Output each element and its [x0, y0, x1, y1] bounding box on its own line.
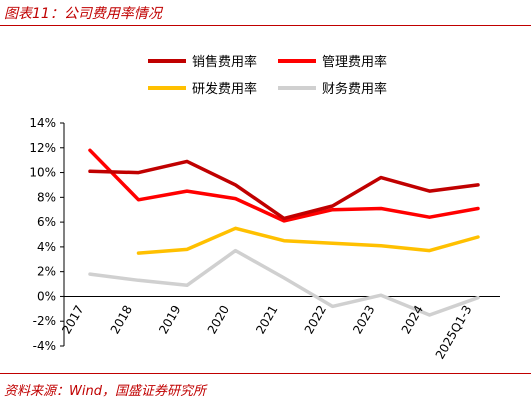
- y-tick-label-5: 6%: [37, 215, 56, 229]
- series-line-3: [88, 248, 480, 317]
- y-tick-label-6: 8%: [37, 190, 56, 204]
- x-tick-label-6: 2023: [350, 303, 377, 336]
- y-tick-label-3: 2%: [37, 265, 56, 279]
- legend-label-2: 研发费用率: [192, 81, 257, 97]
- top-divider: [0, 25, 531, 26]
- x-tick-label-3: 2020: [205, 303, 232, 336]
- legend-label-1: 管理费用率: [322, 54, 387, 70]
- x-tick-label-5: 2022: [302, 303, 329, 336]
- y-tick-label-8: 12%: [29, 141, 56, 155]
- y-tick-label-9: 14%: [29, 116, 56, 130]
- x-tick-label-1: 2018: [108, 303, 135, 336]
- y-tick-label-0: -4%: [33, 339, 56, 353]
- y-tick-label-1: -2%: [33, 314, 56, 328]
- x-tick-label-0: 2017: [59, 303, 86, 336]
- bottom-divider: [0, 373, 531, 374]
- legend-label-0: 销售费用率: [192, 54, 257, 70]
- x-tick-label-7: 2024: [399, 303, 426, 336]
- series-line-0: [88, 159, 480, 221]
- y-tick-label-4: 4%: [37, 240, 56, 254]
- source-note: 资料来源：Wind，国盛证券研究所: [4, 384, 206, 399]
- x-tick-label-4: 2021: [253, 303, 280, 336]
- x-tick-label-2: 2019: [156, 303, 183, 336]
- y-tick-label-7: 10%: [29, 166, 56, 180]
- legend-label-3: 财务费用率: [322, 81, 387, 97]
- series-line-2: [136, 226, 480, 255]
- y-tick-label-2: 0%: [37, 289, 56, 303]
- series-line-1: [88, 148, 480, 223]
- figure-title: 图表11：公司费用率情况: [4, 6, 162, 22]
